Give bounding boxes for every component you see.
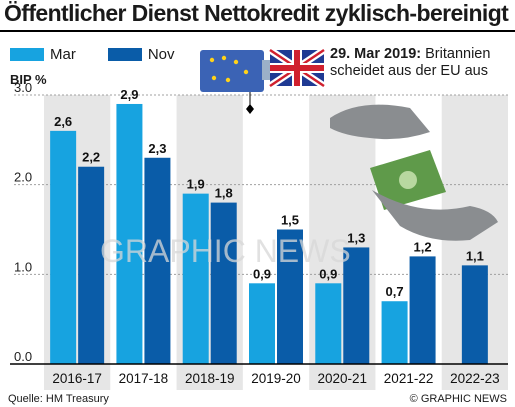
uk-flag-icon	[268, 47, 326, 89]
x-tick-label: 2021-22	[384, 371, 434, 386]
legend: Mar Nov	[10, 46, 207, 63]
bar-value-label: 2,6	[54, 114, 72, 129]
watermark-text: GRAPHIC NEWS	[100, 233, 351, 269]
bar-nov	[277, 229, 303, 364]
legend-swatch-mar	[10, 48, 44, 61]
legend-label-mar: Mar	[50, 46, 76, 63]
eu-flag-icon	[200, 50, 272, 114]
bar-mar	[249, 283, 275, 364]
bar-nov	[144, 157, 171, 364]
bar-mar	[315, 283, 342, 364]
bar-nov	[409, 256, 436, 364]
legend-label-nov: Nov	[147, 46, 175, 63]
illustration	[200, 47, 498, 241]
bar-value-label: 1,8	[215, 186, 233, 201]
bar-nov	[210, 202, 237, 364]
bar-nov	[78, 166, 105, 364]
bar-value-label: 2,3	[148, 141, 166, 156]
x-tick-label: 2022-23	[450, 371, 500, 386]
y-tick-label: 2.0	[14, 170, 32, 185]
x-tick-label: 2018-19	[185, 371, 235, 386]
bar-nov	[343, 247, 370, 364]
bar-value-label: 1,1	[466, 248, 484, 263]
bar-value-label: 1,2	[414, 239, 432, 254]
bar-value-label: 2,2	[82, 150, 100, 165]
x-tick-label: 2020-21	[318, 371, 368, 386]
legend-item-mar: Mar	[10, 46, 76, 63]
source-note: Quelle: HM Treasury	[8, 393, 109, 405]
x-tick-label: 2017-18	[119, 371, 169, 386]
bar-value-label: 0,7	[386, 284, 404, 299]
event-annotation: 29. Mar 2019: Britannien scheidet aus de…	[330, 46, 490, 80]
x-tick-label: 2019-20	[251, 371, 301, 386]
bar-value-label: 1,9	[187, 177, 205, 192]
bar-value-label: 1,3	[347, 230, 365, 245]
y-axis-label: BIP %	[10, 72, 47, 87]
hands-money-icon	[330, 104, 498, 241]
y-tick-label: 0.0	[14, 349, 32, 364]
bar-value-label: 0,9	[253, 266, 271, 281]
bar-value-label: 2,9	[120, 87, 138, 102]
y-tick-label: 1.0	[14, 259, 32, 274]
bar-mar	[116, 103, 143, 364]
y-tick-label: 3.0	[14, 80, 32, 95]
legend-item-nov: Nov	[107, 46, 175, 63]
bar-value-label: 1,5	[281, 213, 299, 228]
bar-mar	[182, 193, 209, 364]
event-line1: Britannien	[425, 46, 491, 62]
title-rule	[0, 30, 515, 32]
chart-title: Öffentlicher Dienst Nettokredit zyklisch…	[4, 0, 509, 26]
copyright-note: © GRAPHIC NEWS	[409, 393, 507, 405]
event-line2: scheidet aus der EU aus	[330, 63, 488, 79]
bar-nov	[461, 265, 488, 364]
x-tick-label: 2016-17	[52, 371, 102, 386]
gridlines: 0.0 1.0 2.0 3.0	[14, 80, 508, 365]
legend-swatch-nov	[107, 48, 142, 61]
bars	[50, 103, 488, 364]
labels: 2,6 2,2 2016-17 2,9 2,3 2017-18 1,9 1,8 2018-19 0…	[52, 87, 499, 386]
event-date: 29. Mar 2019:	[330, 46, 422, 62]
bar-mar	[50, 130, 77, 364]
bar-value-label: 0,9	[319, 266, 337, 281]
bar-mar	[381, 301, 408, 364]
